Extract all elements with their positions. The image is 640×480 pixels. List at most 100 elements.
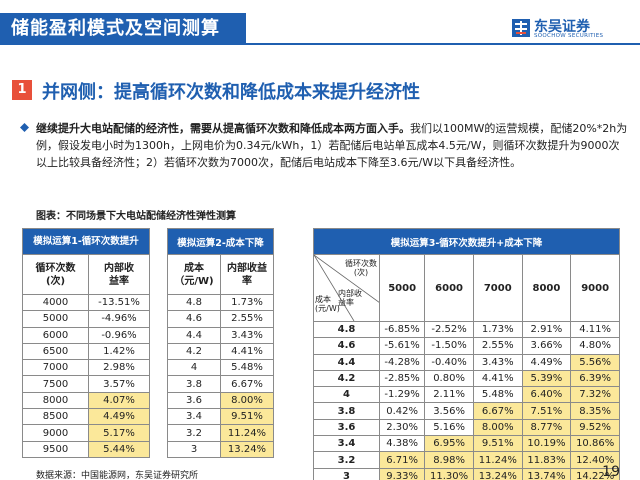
irr-cell: 9.51% (472, 435, 523, 453)
irr-cell: 6.39% (570, 369, 620, 388)
table2-title: 模拟运算2-成本下降 (167, 228, 274, 255)
irr-cell: -6.85% (378, 320, 426, 339)
table-row: 4 -1.29% 2.11% 5.48% 6.40% 7.32% (313, 386, 620, 404)
row-label-cell: 6000 (21, 326, 90, 344)
irr-cell: 3.56% (424, 402, 474, 420)
irr-cell: -2.85% (378, 369, 426, 388)
table-row: 3 9.33% 11.30% 13.24% 13.74% 14.22% (313, 467, 620, 480)
table-row: 3.4 4.38% 6.95% 9.51% 10.19% 10.86% (313, 435, 620, 453)
table-row: 5000 -4.96% (21, 310, 150, 328)
row-label-cell: 3.6 (167, 391, 221, 410)
irr-cell: 4.49% (88, 408, 150, 426)
table-row: 8000 4.07% (21, 391, 150, 410)
irr-cell: 7.51% (521, 402, 572, 420)
section-heading: 1 并网侧：提高循环次数和降低成本来提升经济性 (12, 78, 628, 103)
row-label-cell: 3.2 (167, 424, 221, 442)
diamond-bullet-icon (20, 123, 29, 132)
irr-cell: 4.38% (378, 435, 426, 453)
irr-cell: 7.32% (570, 386, 620, 404)
irr-cell: 11.24% (472, 451, 523, 469)
cost-row-label: 4 (313, 386, 380, 404)
irr-cell: 1.73% (472, 320, 523, 339)
cost-row-label: 3.2 (313, 451, 380, 469)
row-label-cell: 7500 (21, 375, 90, 393)
row-label-cell: 9000 (21, 424, 90, 442)
row-label-cell: 4.6 (167, 310, 221, 328)
irr-cell: 10.19% (521, 435, 572, 453)
row-label-cell: 6500 (21, 342, 90, 361)
irr-cell: 8.35% (570, 402, 620, 420)
irr-cell: 3.43% (472, 353, 523, 371)
irr-cell: 5.48% (472, 386, 523, 404)
row-label-cell: 3.4 (167, 408, 221, 426)
table1-title: 模拟运算1-循环次数提升 (22, 228, 150, 255)
cost-row-label: 4.4 (313, 353, 380, 371)
irr-cell: 13.24% (220, 440, 274, 458)
table-row: 7000 2.98% (21, 359, 150, 377)
cycle-column-header: 8000 (521, 254, 572, 322)
cycle-column-header: 5000 (378, 254, 426, 322)
table2-body: 4.8 1.73% 4.6 2.55% 4.4 3.43% 4.2 4.41% 4 5.48% 3.… (167, 293, 274, 458)
table-row: 4.6 -5.61% -1.50% 2.55% 3.66% 4.80% (313, 337, 620, 355)
figure-title: 图表：不同场景下大电站配储经济性弹性测算 (36, 211, 236, 222)
irr-cell: 8.77% (521, 418, 572, 437)
data-source: 数据来源：中国能源网，东吴证券研究所 (36, 471, 199, 480)
cycle-column-header: 7000 (472, 254, 523, 322)
logo-mark-icon (512, 19, 530, 37)
table-cost-sensitivity: 模拟运算2-成本下降 成本（元/W) 内部收益率 4.8 1.73% 4.6 2.55… (167, 228, 274, 458)
table-row: 4.2 4.41% (167, 342, 274, 361)
irr-cell: 11.83% (521, 451, 572, 469)
logo-text: 东吴证券 (534, 19, 590, 35)
slide-title: 储能盈利模式及空间测算 (0, 13, 246, 45)
table1-col-cycles: 循环次数(次) (21, 254, 90, 295)
table-row: 8500 4.49% (21, 408, 150, 426)
irr-cell: 3.43% (220, 326, 274, 344)
table-row: 4 5.48% (167, 359, 274, 377)
irr-cell: 3.66% (521, 337, 572, 355)
cycle-column-header: 6000 (424, 254, 474, 322)
table-row: 7500 3.57% (21, 375, 150, 393)
table-row: 3.4 9.51% (167, 408, 274, 426)
table-row: 4.2 -2.85% 0.80% 4.41% 5.39% 6.39% (313, 369, 620, 388)
irr-cell: 4.11% (570, 320, 620, 339)
logo-subtext: SOOCHOW SECURITIES (534, 33, 604, 39)
irr-cell: 8.00% (220, 391, 274, 410)
irr-cell: 10.86% (570, 435, 620, 453)
table-row: 4.8 -6.85% -2.52% 1.73% 2.91% 4.11% (313, 320, 620, 339)
section-title: 并网侧：提高循环次数和降低成本来提升经济性 (42, 82, 420, 103)
table1-col-irr: 内部收益率 (88, 254, 150, 295)
irr-cell: 13.24% (472, 467, 523, 480)
irr-cell: 11.24% (220, 424, 274, 442)
irr-cell: 6.67% (220, 375, 274, 393)
irr-cell: 2.98% (88, 359, 150, 377)
page-number: 19 (602, 464, 620, 480)
cost-row-label: 3.4 (313, 435, 380, 453)
row-label-cell: 4.2 (167, 342, 221, 361)
bullet-paragraph: 继续提升大电站配储的经济性，需要从提高循环次数和降低成本两方面入手。我们以100… (20, 120, 628, 171)
irr-cell: 4.80% (570, 337, 620, 355)
irr-cell: 11.30% (424, 467, 474, 480)
table-row: 6000 -0.96% (21, 326, 150, 344)
irr-cell: -1.29% (378, 386, 426, 404)
irr-cell: 9.33% (378, 467, 426, 480)
cost-row-label: 4.6 (313, 337, 380, 355)
bullet-lead: 继续提升大电站配储的经济性，需要从提高循环次数和降低成本两方面入手。 (36, 122, 410, 135)
row-label-cell: 3 (167, 440, 221, 458)
bullet-body: 我们以100MW的运营规模，配储20%*2h为例，假设发电小时为1300h，上网… (36, 122, 628, 169)
corner-label-cost: 成本(元/W) (315, 295, 340, 313)
table-row: 9000 5.17% (21, 424, 150, 442)
irr-cell: 4.41% (220, 342, 274, 361)
company-logo: 东吴证券 SOOCHOW SECURITIES (512, 16, 612, 42)
irr-cell: 1.73% (220, 293, 274, 312)
section-number: 1 (12, 80, 32, 100)
table-row: 3.2 11.24% (167, 424, 274, 442)
irr-cell: -0.96% (88, 326, 150, 344)
irr-cell: -4.28% (378, 353, 426, 371)
irr-cell: 13.74% (521, 467, 572, 480)
irr-cell: 0.42% (378, 402, 426, 420)
irr-cell: 5.48% (220, 359, 274, 377)
table2-col-cost: 成本（元/W) (167, 254, 221, 295)
table3-body: 4.8 -6.85% -2.52% 1.73% 2.91% 4.11% 4.6 -5.61% -… (313, 320, 620, 480)
irr-cell: 4.49% (521, 353, 572, 371)
irr-cell: 5.16% (424, 418, 474, 437)
